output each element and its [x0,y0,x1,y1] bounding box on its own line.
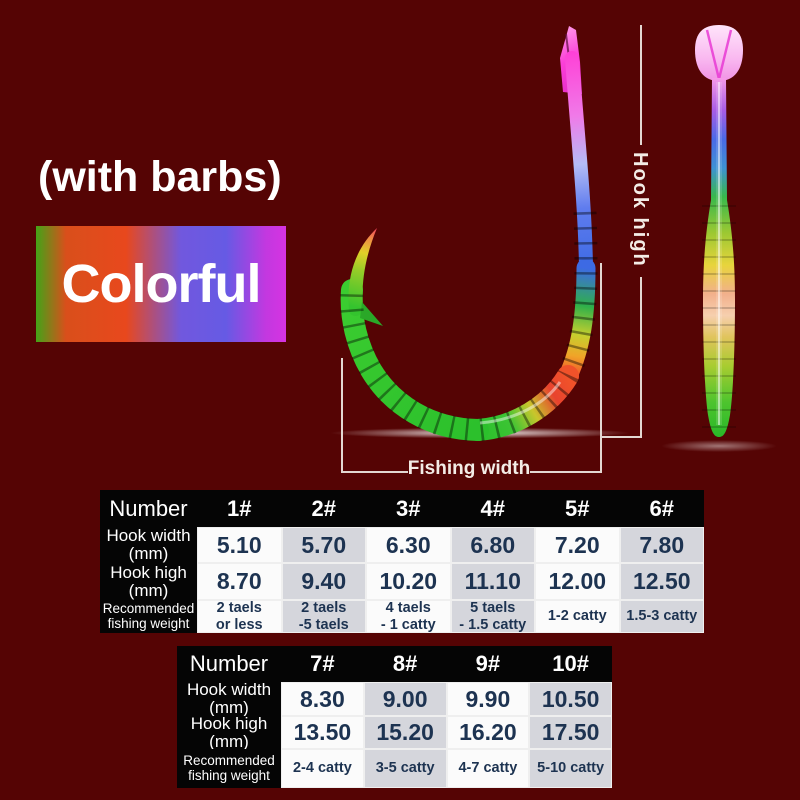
t2-row-label-hook-high: Hook high (mm) [177,713,281,751]
t2-header-7: 7# [281,646,364,682]
row-label-line1: Recommended [102,601,195,617]
t2-header-9: 9# [446,646,530,682]
row-label-line2: (mm) [209,731,249,751]
t1-header-number: Number [100,490,197,527]
t2-weight-9: 4-7 catty [446,749,530,788]
t2-hook-high-7: 13.50 [281,716,364,749]
t1-hook-width-1: 5.10 [197,527,282,563]
t1-weight-1: 2 taels or less [197,600,282,633]
t2-weight-7: 2-4 catty [281,749,364,788]
t2-header-8: 8# [363,646,447,682]
t1-hook-width-4: 6.80 [450,527,535,563]
spec-table-sizes-1-6: Number 1# 2# 3# 4# 5# 6# Hook width (mm)… [100,490,704,633]
t1-hook-width-6: 7.80 [619,527,704,563]
row-label-line2: fishing weight [188,767,270,783]
hook-highlight [479,381,562,425]
side-hook-illustration [695,25,743,437]
t1-hook-high-5: 12.00 [535,563,620,600]
t2-hook-width-7: 8.30 [281,682,364,716]
row-label-line1: Hook width [106,526,191,546]
row-label-line1: Hook width [186,680,272,700]
t1-header-3: 3# [366,490,451,527]
row-label-line2: (mm) [128,580,169,600]
t1-row-label-hook-high: Hook high (mm) [100,563,197,600]
row-label-line2: (mm) [128,544,169,563]
t2-hook-high-8: 15.20 [363,716,447,749]
row-label-line2: fishing weight [107,615,190,631]
t1-header-4: 4# [450,490,535,527]
t1-hook-high-6: 12.50 [619,563,704,600]
t2-weight-10: 5-10 catty [529,749,612,788]
t1-hook-width-2: 5.70 [281,527,366,563]
t1-header-2: 2# [281,490,366,527]
page-title: (with barbs) [38,153,282,201]
spec-table-sizes-7-10: Number 7# 8# 9# 10# Hook width (mm) 8.30… [177,646,612,788]
t1-hook-high-2: 9.40 [281,563,366,600]
row-label-line1: Hook high [110,562,187,582]
t1-hook-width-5: 7.20 [535,527,620,563]
hook-barb [360,302,383,326]
fishing-width-label: Fishing width [407,458,531,479]
t2-row-label-recommended-weight: Recommended fishing weight [177,749,281,788]
t2-hook-high-10: 17.50 [529,716,612,749]
colorful-banner: Colorful [36,226,286,342]
main-hook-illustration [340,26,598,442]
t2-row-label-hook-width: Hook width (mm) [177,680,281,717]
t2-header-number: Number [177,646,281,682]
t1-weight-4: 5 taels - 1.5 catty [450,600,535,633]
row-label-line1: Recommended [183,753,275,769]
t1-weight-3: 4 taels - 1 catty [366,600,451,633]
hook-bend-right [467,365,579,441]
t1-header-6: 6# [619,490,704,527]
t1-weight-6: 1.5-3 catty [619,600,704,633]
t1-hook-width-3: 6.30 [366,527,451,563]
t1-header-5: 5# [535,490,620,527]
t1-row-label-hook-width: Hook width (mm) [100,527,197,563]
t1-hook-high-3: 10.20 [366,563,451,600]
dimension-lines [341,25,642,473]
t1-row-label-recommended-weight: Recommended fishing weight [100,600,197,633]
hook-shank [565,51,593,275]
hook-high-label: Hook high [629,152,651,268]
t1-header-1: 1# [197,490,282,527]
t2-weight-8: 3-5 catty [363,749,447,788]
t2-hook-width-8: 9.00 [363,682,447,716]
t1-hook-high-4: 11.10 [450,563,535,600]
colorful-banner-label: Colorful [61,254,262,314]
t1-weight-2: 2 taels -5 taels [281,600,366,633]
t2-header-10: 10# [529,646,612,682]
t1-hook-high-1: 8.70 [197,563,282,600]
side-hook-spade [695,25,743,81]
side-hook-shadow [661,440,777,452]
hook-point [348,228,377,316]
t2-hook-width-9: 9.90 [446,682,530,716]
t2-hook-width-10: 10.50 [529,682,612,716]
t1-weight-5: 1-2 catty [535,600,620,633]
row-label-line1: Hook high [190,713,268,733]
row-label-line2: (mm) [209,698,249,717]
t2-hook-high-9: 16.20 [446,716,530,749]
hook-bend-left [340,279,489,441]
